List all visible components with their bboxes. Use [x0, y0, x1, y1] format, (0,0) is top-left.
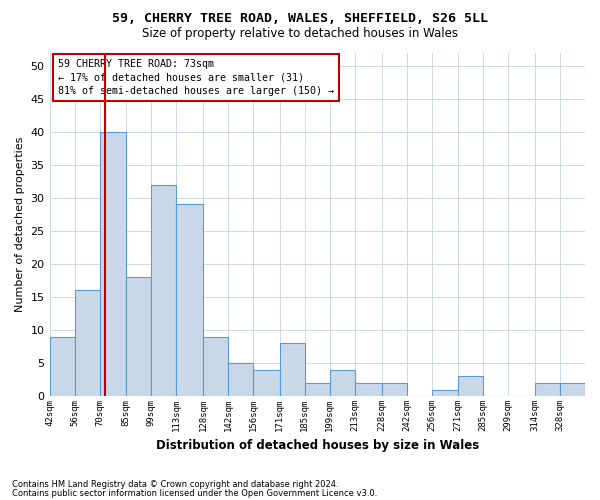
Bar: [280, 344, 305, 396]
Bar: [560, 383, 585, 396]
Bar: [74, 290, 100, 396]
Text: Contains public sector information licensed under the Open Government Licence v3: Contains public sector information licen…: [12, 488, 377, 498]
Bar: [126, 277, 151, 396]
Bar: [50, 336, 74, 396]
Bar: [330, 370, 355, 396]
Bar: [355, 383, 382, 396]
Text: 59 CHERRY TREE ROAD: 73sqm
← 17% of detached houses are smaller (31)
81% of semi: 59 CHERRY TREE ROAD: 73sqm ← 17% of deta…: [58, 60, 334, 96]
Bar: [100, 132, 126, 396]
Bar: [305, 383, 330, 396]
Bar: [382, 383, 407, 396]
Bar: [228, 363, 253, 396]
Bar: [151, 184, 176, 396]
Bar: [176, 204, 203, 396]
X-axis label: Distribution of detached houses by size in Wales: Distribution of detached houses by size …: [155, 440, 479, 452]
Bar: [535, 383, 560, 396]
Text: Size of property relative to detached houses in Wales: Size of property relative to detached ho…: [142, 28, 458, 40]
Y-axis label: Number of detached properties: Number of detached properties: [15, 136, 25, 312]
Text: Contains HM Land Registry data © Crown copyright and database right 2024.: Contains HM Land Registry data © Crown c…: [12, 480, 338, 489]
Bar: [431, 390, 458, 396]
Text: 59, CHERRY TREE ROAD, WALES, SHEFFIELD, S26 5LL: 59, CHERRY TREE ROAD, WALES, SHEFFIELD, …: [112, 12, 488, 26]
Bar: [253, 370, 280, 396]
Bar: [203, 336, 228, 396]
Bar: [458, 376, 483, 396]
